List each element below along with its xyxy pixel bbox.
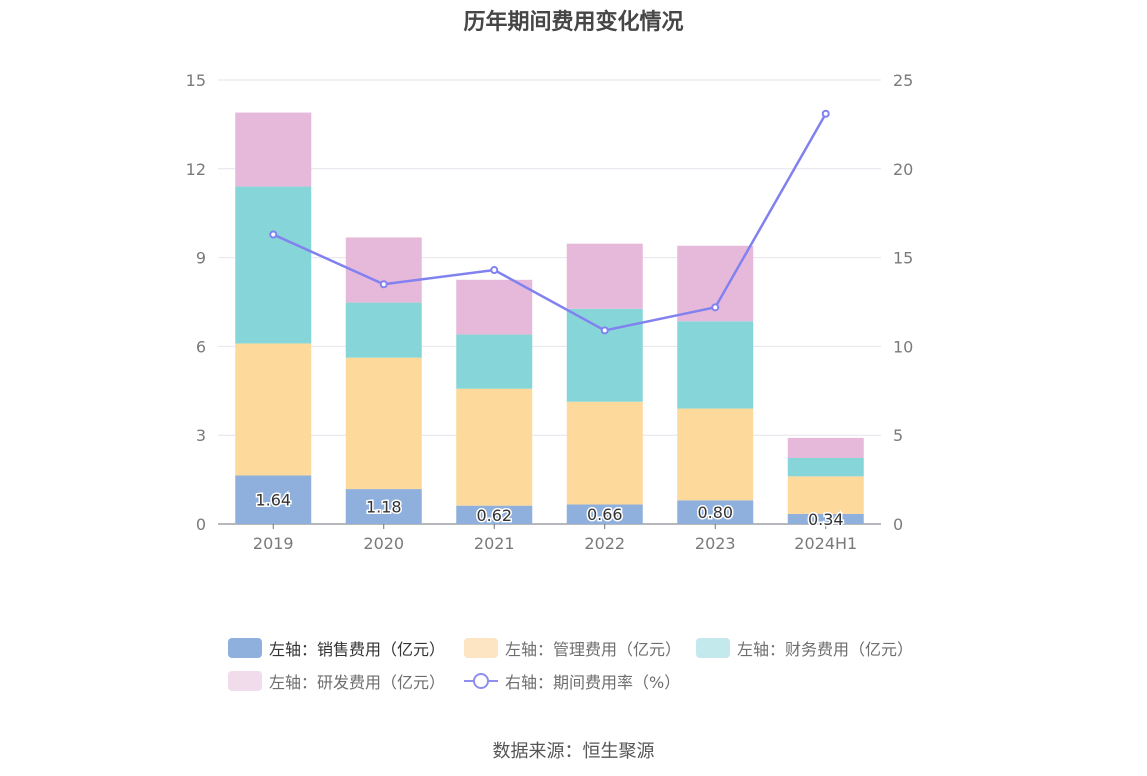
bar-segment: [456, 505, 533, 524]
left-axis-tick-label: 6: [196, 337, 206, 356]
bar-data-label: 1.64: [255, 491, 291, 510]
legend-swatch: [696, 638, 730, 658]
left-axis-tick-label: 3: [196, 426, 206, 445]
bar-segment: [787, 437, 864, 458]
bar-segment: [787, 513, 864, 524]
legend-item[interactable]: 左轴：销售费用（亿元）: [228, 636, 445, 660]
bar-segment: [566, 401, 643, 505]
x-axis-tick-label: 2022: [584, 534, 625, 553]
bar-segment: [677, 500, 754, 524]
bar-data-label: 0.80: [697, 503, 733, 522]
legend-item[interactable]: 左轴：财务费用（亿元）: [696, 636, 913, 660]
bar-segment: [677, 321, 754, 409]
line-point: [269, 230, 278, 239]
right-axis-tick-label: 15: [893, 249, 913, 268]
bar-data-label: 0.66: [587, 505, 623, 524]
bar-segment: [235, 186, 312, 344]
right-axis-tick-label: 20: [893, 160, 913, 179]
right-axis-tick-label: 5: [893, 426, 903, 445]
x-axis-tick-label: 2023: [695, 534, 736, 553]
chart-title: 历年期间费用变化情况: [463, 10, 684, 35]
bar-segment: [456, 334, 533, 389]
bar-segment: [677, 408, 754, 501]
right-axis-tick-label: 25: [893, 71, 913, 90]
line-series: [272, 113, 827, 332]
line-point: [379, 280, 388, 289]
bar-segment: [566, 308, 643, 402]
legend-item[interactable]: 左轴：研发费用（亿元）: [228, 669, 445, 693]
bar-segment: [345, 489, 422, 524]
left-axis-tick-label: 12: [186, 160, 206, 179]
legend-item[interactable]: 右轴：期间费用率（%）: [464, 669, 680, 693]
data-source: 数据来源：恒生聚源: [492, 741, 655, 762]
legend-label: 左轴：财务费用（亿元）: [737, 640, 914, 659]
line-point: [711, 303, 720, 312]
legend-label: 右轴：期间费用率（%）: [505, 673, 681, 692]
bar-segment: [235, 112, 312, 187]
x-axis-tick-label: 2020: [363, 534, 404, 553]
bar-segment: [345, 357, 422, 490]
bar-segment: [345, 302, 422, 358]
legend-label: 左轴：管理费用（亿元）: [505, 640, 682, 659]
left-axis-tick-label: 9: [196, 249, 206, 268]
line-point: [821, 109, 830, 118]
x-axis-tick-label: 2019: [253, 534, 294, 553]
bar-data-label: 0.62: [476, 506, 512, 525]
line-point: [490, 266, 499, 275]
right-axis-tick-label: 0: [893, 515, 903, 534]
left-axis-tick-label: 0: [196, 515, 206, 534]
bar-segment: [566, 504, 643, 524]
bar-segment: [566, 243, 643, 309]
bar-segment: [235, 475, 312, 524]
x-axis-tick-label: 2021: [474, 534, 515, 553]
legend-item[interactable]: 左轴：管理费用（亿元）: [464, 636, 681, 660]
right-axis-tick-label: 10: [893, 337, 913, 356]
legend-label: 左轴：销售费用（亿元）: [269, 640, 446, 659]
bar-segment: [787, 476, 864, 514]
bar-segment: [235, 343, 312, 476]
legend-swatch: [228, 671, 262, 691]
bar-segment: [456, 388, 533, 506]
bar-segment: [787, 457, 864, 477]
line-point: [600, 326, 609, 335]
bar-segment: [456, 279, 533, 335]
bar-data-label: 0.34: [808, 510, 844, 529]
legend-label: 左轴：研发费用（亿元）: [269, 673, 446, 692]
bar-segment: [345, 237, 422, 303]
legend-swatch: [228, 638, 262, 658]
left-axis-tick-label: 15: [186, 71, 206, 90]
bar-data-label: 1.18: [366, 498, 402, 517]
x-axis-tick-label: 2024H1: [794, 534, 857, 553]
legend-swatch: [464, 671, 498, 691]
legend-swatch: [464, 638, 498, 658]
